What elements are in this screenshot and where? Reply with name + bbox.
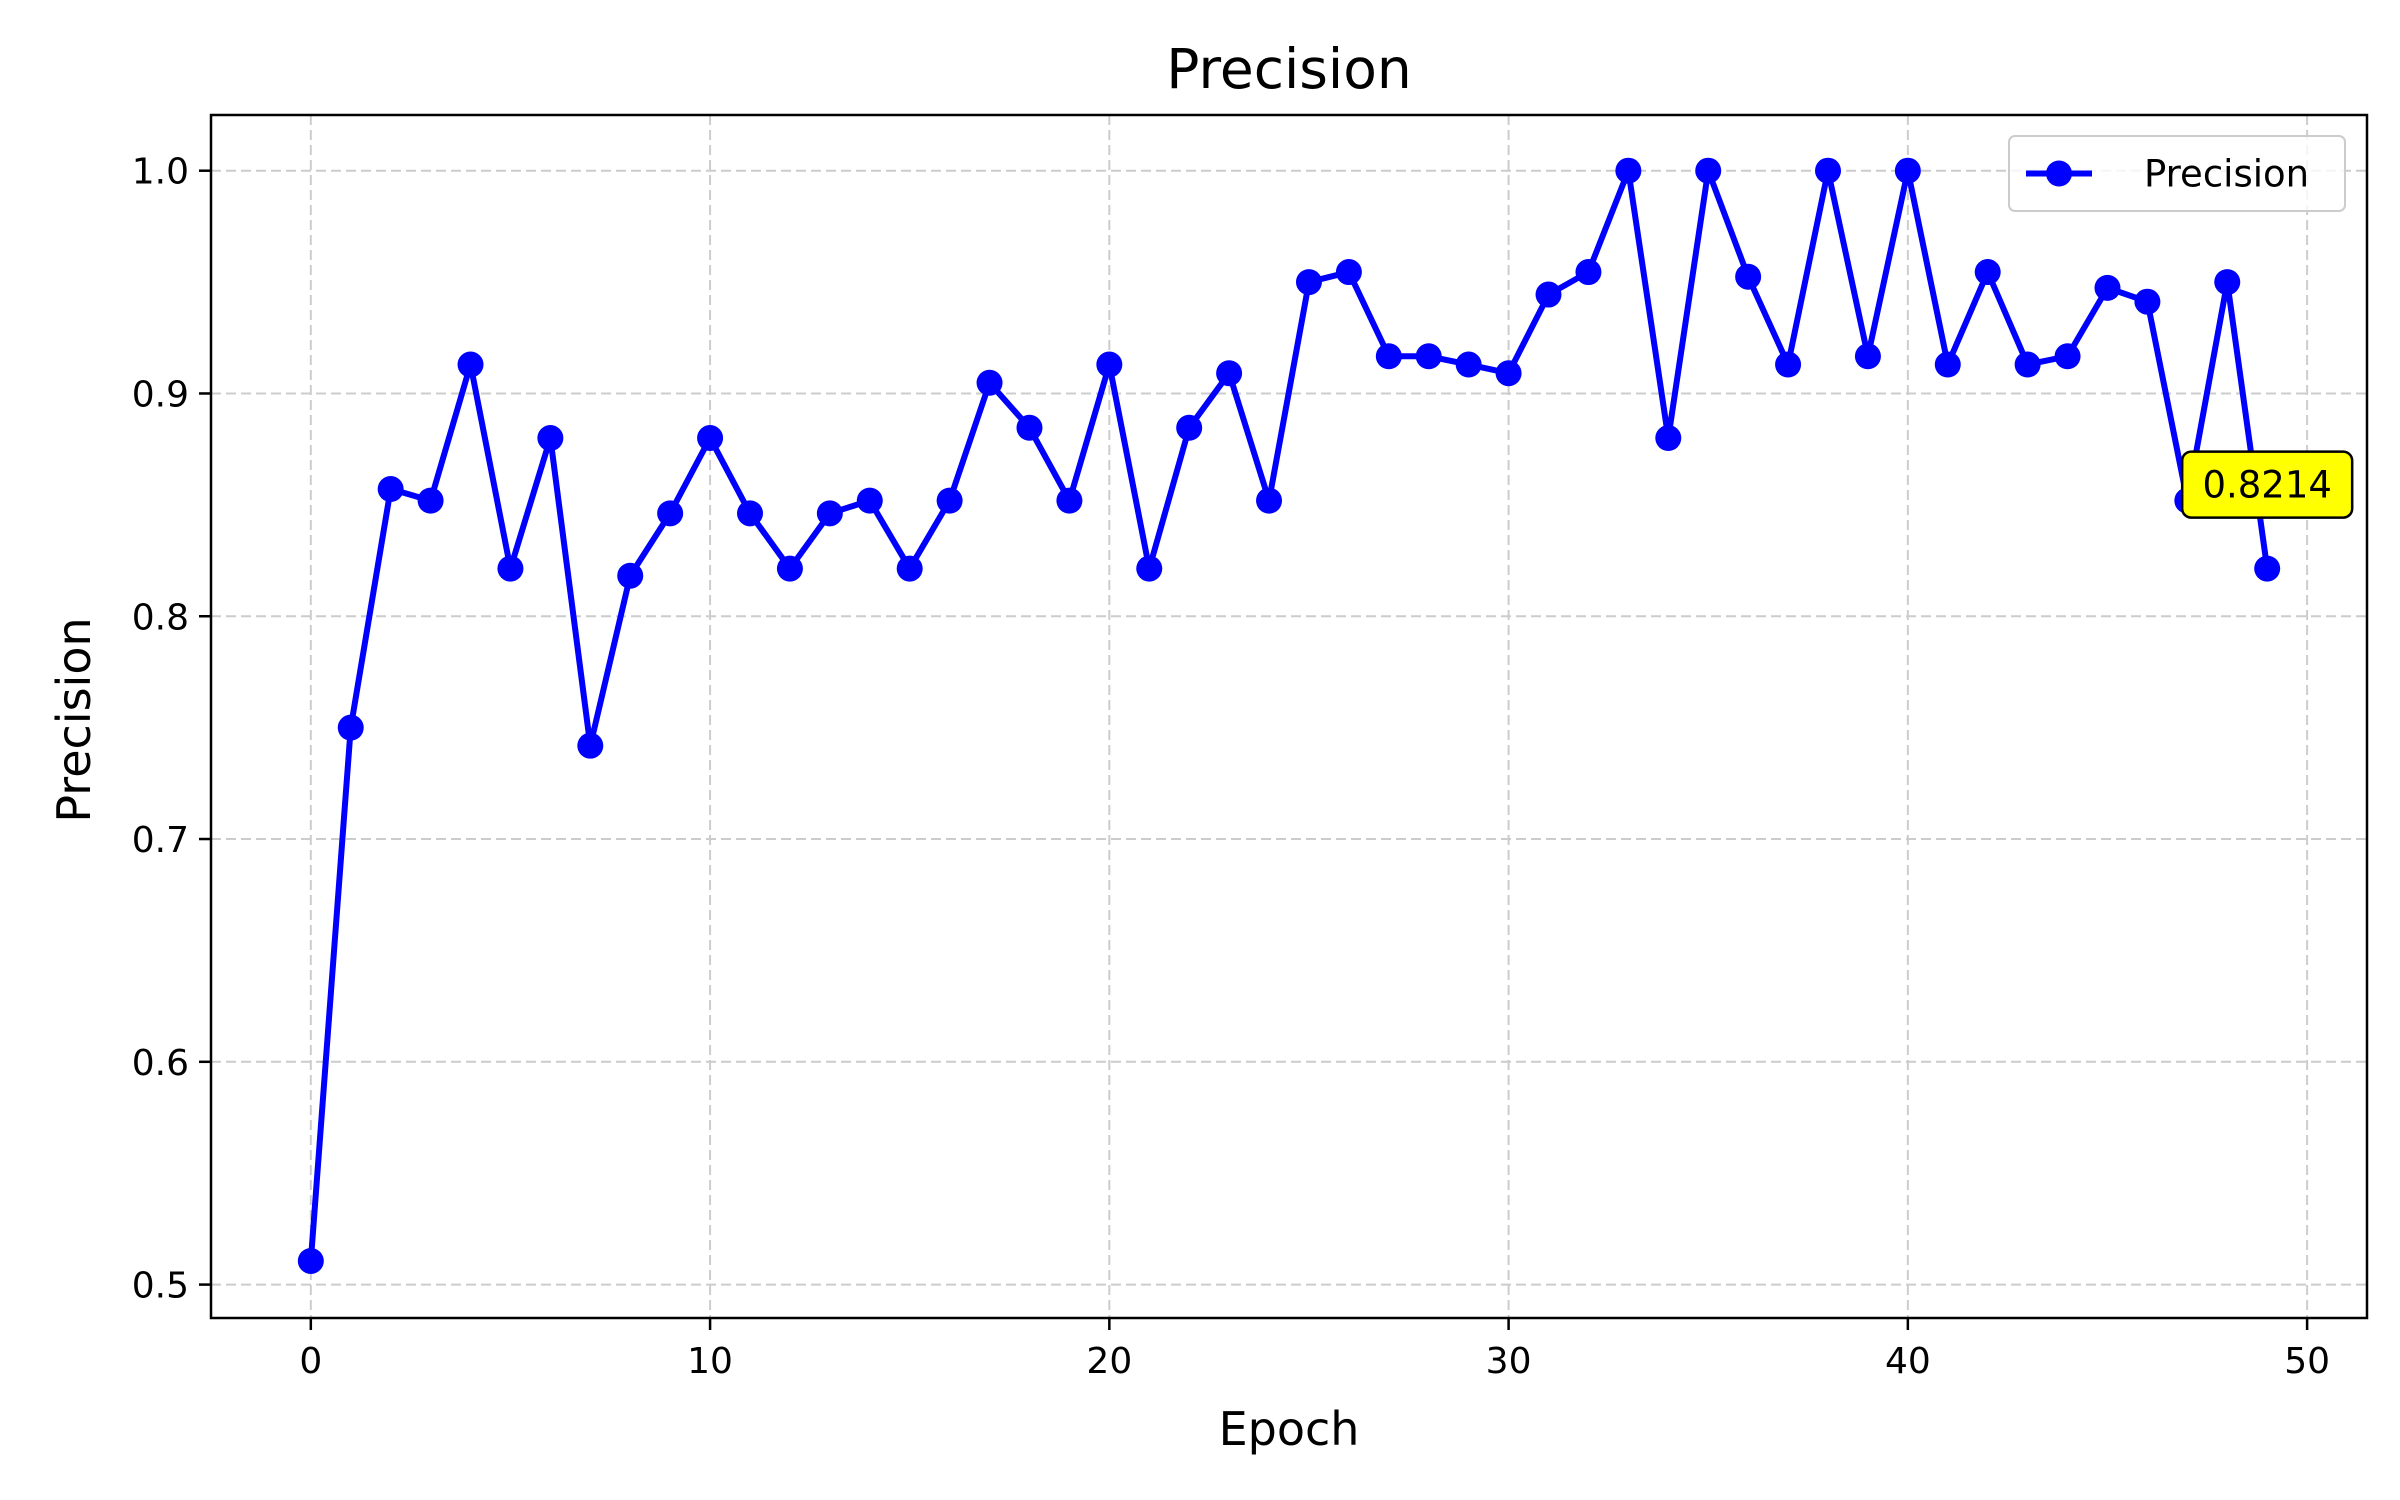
data-point <box>1775 351 1802 378</box>
data-point <box>2134 288 2161 315</box>
data-point <box>1695 157 1722 184</box>
data-point <box>1136 555 1163 582</box>
data-point <box>1176 414 1203 441</box>
data-point <box>1575 259 1602 286</box>
x-axis-title: Epoch <box>1219 1402 1360 1456</box>
data-point <box>457 351 484 378</box>
data-point <box>1934 351 1961 378</box>
data-point <box>1256 487 1283 514</box>
data-point <box>737 500 763 527</box>
x-tick-label: 20 <box>1086 1341 1132 1382</box>
y-tick-label: 0.8 <box>132 597 189 638</box>
data-point <box>417 487 444 514</box>
data-point <box>1495 360 1522 387</box>
series-line <box>307 167 2271 1262</box>
x-tick-label: 0 <box>299 1341 322 1382</box>
legend-marker <box>2046 160 2072 187</box>
data-point <box>537 425 564 452</box>
data-point <box>1735 263 1762 290</box>
axes-layer: 0 10 20 30 40 50 0.5 0.6 0.7 0.8 0.9 1.0 <box>132 113 2369 1382</box>
data-point <box>1375 343 1402 370</box>
data-point <box>377 476 404 503</box>
plot-frame <box>209 113 2369 1320</box>
data-point <box>1056 487 1083 514</box>
data-point <box>1615 157 1642 184</box>
y-tick-label: 1.0 <box>132 152 189 193</box>
data-point <box>657 500 684 527</box>
x-tick-label: 40 <box>1885 1341 1931 1382</box>
data-point <box>297 1247 324 1274</box>
data-point <box>617 562 644 589</box>
annotation-layer: 0.8214 <box>2180 450 2354 519</box>
x-tick-label: 10 <box>687 1341 733 1382</box>
data-point <box>1815 157 1841 184</box>
y-axis-title: Precision <box>47 617 101 822</box>
data-point <box>1974 259 2001 286</box>
data-point <box>2214 269 2241 296</box>
grid-layer <box>211 115 2367 1318</box>
data-point <box>2094 274 2121 301</box>
chart-title: Precision <box>1166 37 1411 101</box>
annotation-label: 0.8214 <box>2202 464 2331 507</box>
annotation-box <box>2180 450 2354 519</box>
legend-label: Precision <box>2144 153 2309 196</box>
data-point <box>337 714 364 741</box>
series-layer <box>297 157 2281 1274</box>
data-point <box>976 369 1003 396</box>
y-tick-label: 0.5 <box>132 1266 189 1307</box>
data-point <box>1535 281 1562 308</box>
data-point <box>1894 157 1921 184</box>
y-tick-label: 0.9 <box>132 374 189 415</box>
data-point <box>577 732 604 759</box>
data-point <box>1216 360 1243 387</box>
data-point <box>1655 425 1682 452</box>
legend-box <box>2008 135 2346 212</box>
data-point <box>816 500 843 527</box>
data-point <box>2014 351 2041 378</box>
data-point <box>1295 269 1322 296</box>
data-point <box>1096 351 1123 378</box>
data-point <box>776 555 803 582</box>
data-point <box>896 555 923 582</box>
data-point <box>2254 555 2281 582</box>
data-point <box>2054 343 2081 370</box>
data-point <box>1016 414 1043 441</box>
y-tick-label: 0.7 <box>132 820 189 861</box>
data-point <box>497 555 524 582</box>
data-point <box>1335 259 1362 286</box>
data-point <box>697 425 724 452</box>
data-point <box>1854 343 1881 370</box>
y-tick-label: 0.6 <box>132 1043 189 1084</box>
data-point <box>856 487 883 514</box>
x-tick-label: 50 <box>2284 1341 2330 1382</box>
data-point <box>1415 343 1442 370</box>
legend: Precision <box>2008 135 2346 212</box>
data-point <box>1455 351 1482 378</box>
data-point <box>936 487 963 514</box>
x-tick-label: 30 <box>1486 1341 1532 1382</box>
